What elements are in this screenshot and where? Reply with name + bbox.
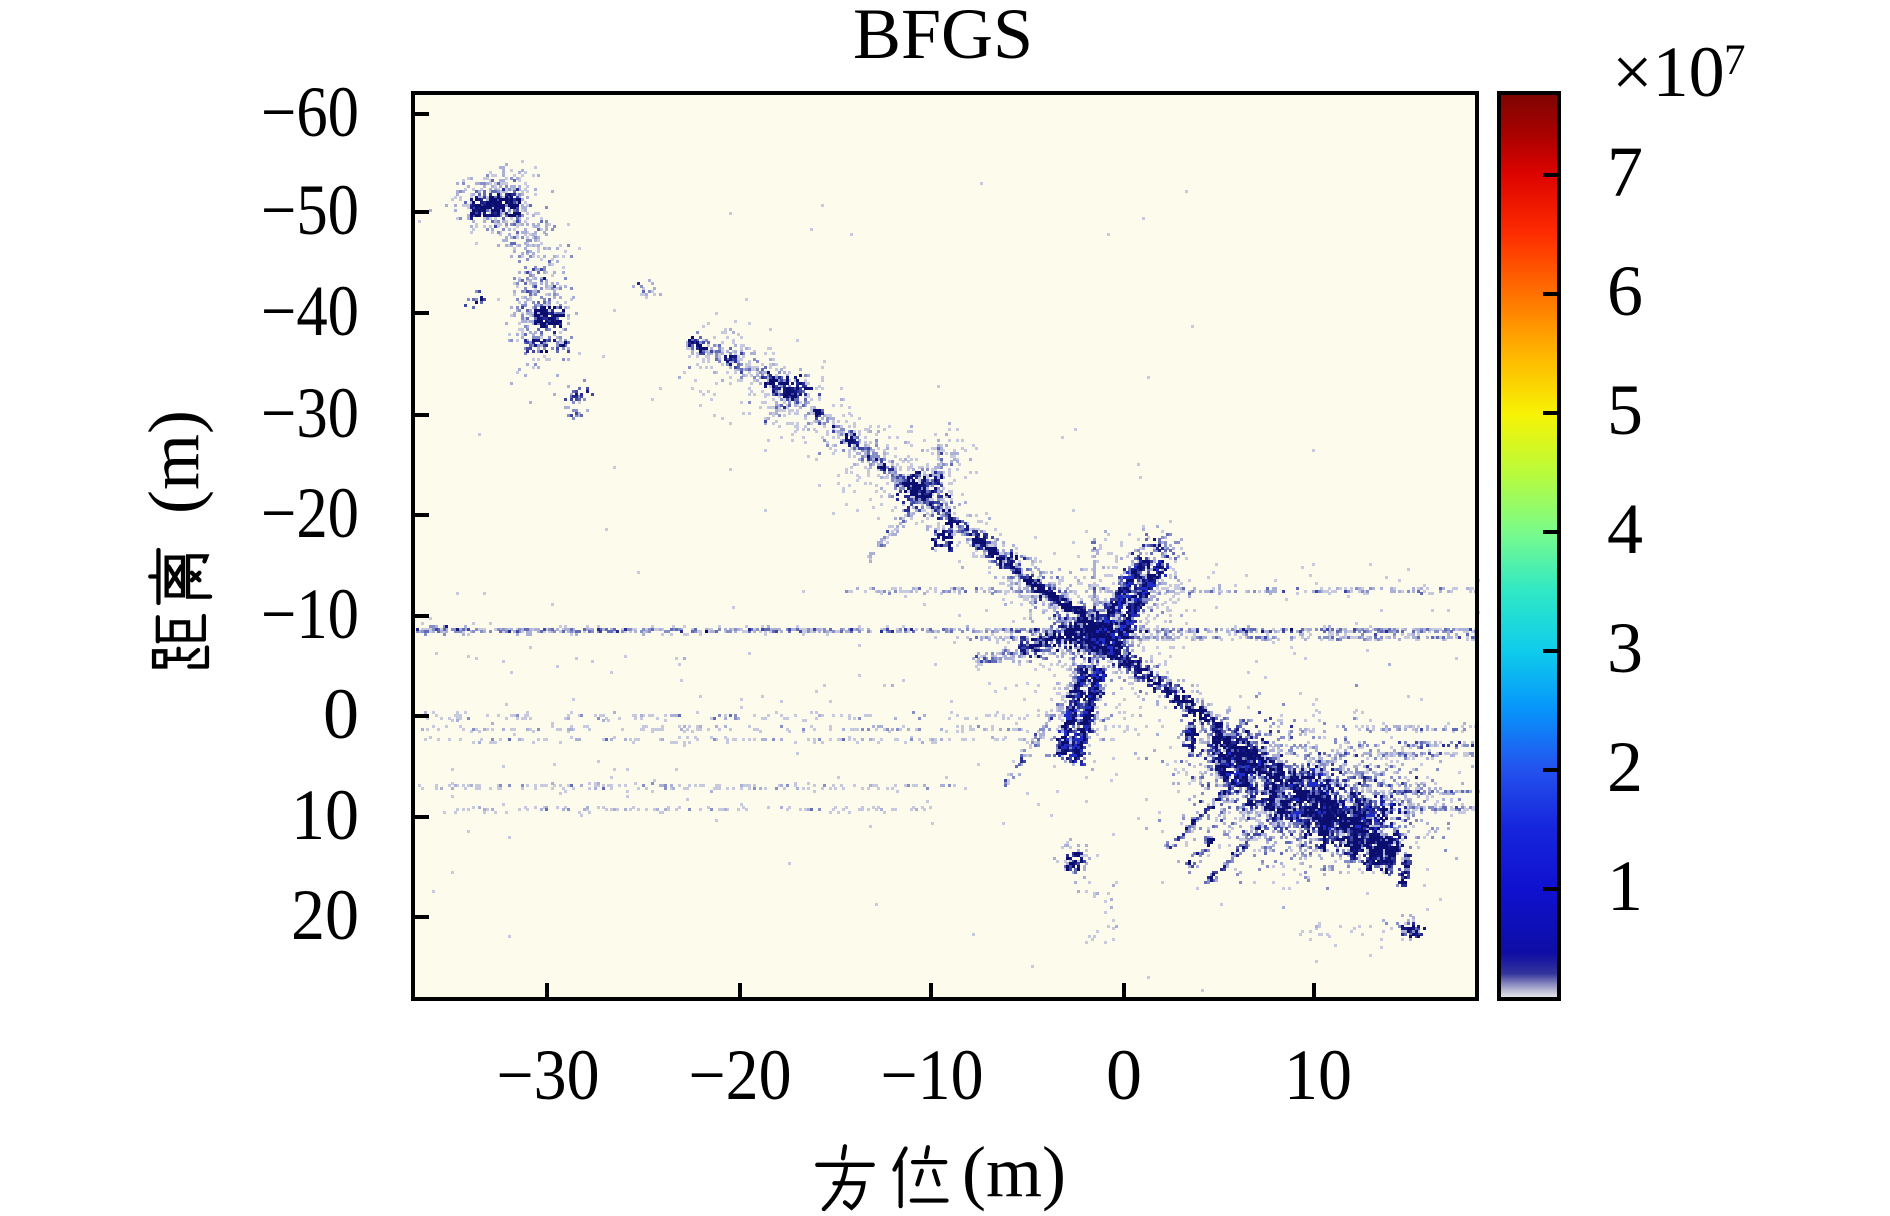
svg-text:(m): (m) [962, 1132, 1066, 1212]
svg-text:−10: −10 [881, 1035, 984, 1115]
svg-text:5: 5 [1607, 370, 1643, 450]
svg-text:−40: −40 [261, 271, 359, 351]
svg-text:10: 10 [291, 775, 359, 855]
svg-text:4: 4 [1607, 489, 1643, 569]
svg-text:−10: −10 [261, 574, 359, 654]
svg-text:(m): (m) [134, 410, 214, 514]
svg-text:−20: −20 [689, 1035, 792, 1115]
svg-text:20: 20 [291, 875, 359, 955]
svg-text:−30: −30 [497, 1035, 600, 1115]
svg-text:1: 1 [1607, 846, 1643, 926]
svg-text:2: 2 [1607, 727, 1643, 807]
svg-text:0: 0 [1106, 1035, 1142, 1115]
svg-text:0: 0 [323, 674, 359, 754]
svg-text:BFGS: BFGS [853, 0, 1033, 74]
svg-text:6: 6 [1607, 251, 1643, 331]
svg-text:7: 7 [1607, 132, 1643, 212]
svg-text:−30: −30 [261, 373, 359, 453]
svg-text:7: 7 [1724, 37, 1746, 84]
svg-text:10: 10 [1284, 1035, 1352, 1115]
svg-text:×10: ×10 [1612, 32, 1725, 112]
svg-text:−50: −50 [261, 170, 359, 250]
svg-text:−20: −20 [261, 473, 359, 553]
svg-text:−60: −60 [261, 72, 359, 152]
svg-text:3: 3 [1607, 608, 1643, 688]
